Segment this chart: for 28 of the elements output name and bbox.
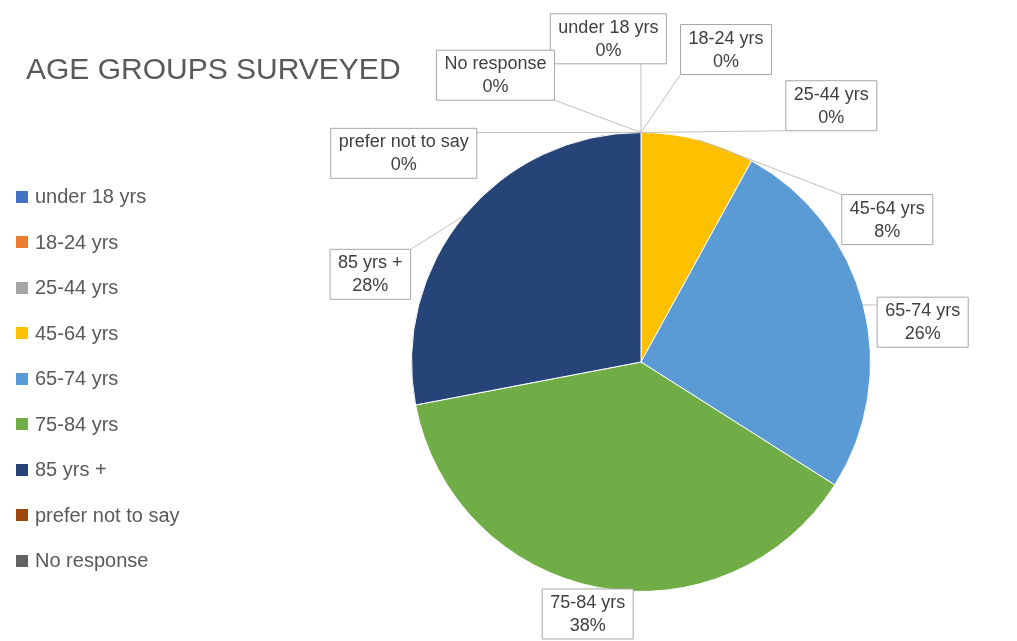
data-label: 28% bbox=[352, 275, 389, 296]
legend-label: 45-64 yrs bbox=[35, 321, 119, 345]
data-label: 38% bbox=[569, 614, 606, 635]
legend-label: 65-74 yrs bbox=[35, 367, 119, 391]
category-label: No response bbox=[444, 53, 547, 74]
slice-label: 75-84 yrs bbox=[550, 591, 626, 612]
legend-label: 25-44 yrs bbox=[35, 276, 119, 300]
category-label: 25-44 yrs bbox=[793, 83, 869, 104]
legend-label: 85 yrs + bbox=[35, 458, 107, 482]
legend-label: prefer not to say bbox=[35, 503, 180, 527]
text: 0% bbox=[713, 50, 740, 71]
data-label: 26% bbox=[904, 323, 941, 344]
data-label: 8% bbox=[874, 220, 901, 241]
chart-title: AGE GROUPS SURVEYED bbox=[26, 52, 401, 86]
legend-label: under 18 yrs bbox=[35, 185, 147, 209]
slice-label: 65-74 yrs bbox=[885, 300, 961, 321]
category-label: under 18 yrs bbox=[558, 16, 659, 37]
category-label: 18-24 yrs bbox=[688, 27, 764, 48]
slice-label: 85 yrs + bbox=[338, 252, 403, 273]
text: 0% bbox=[818, 106, 845, 127]
legend-label: 18-24 yrs bbox=[35, 230, 119, 254]
text: 0% bbox=[595, 39, 622, 60]
legend-label: No response bbox=[35, 549, 149, 573]
slice-label: 45-64 yrs bbox=[849, 197, 925, 218]
category-label: prefer not to say bbox=[338, 131, 469, 152]
text: 0% bbox=[482, 76, 509, 97]
text: 0% bbox=[390, 154, 417, 175]
legend-label: 75-84 yrs bbox=[35, 412, 119, 436]
